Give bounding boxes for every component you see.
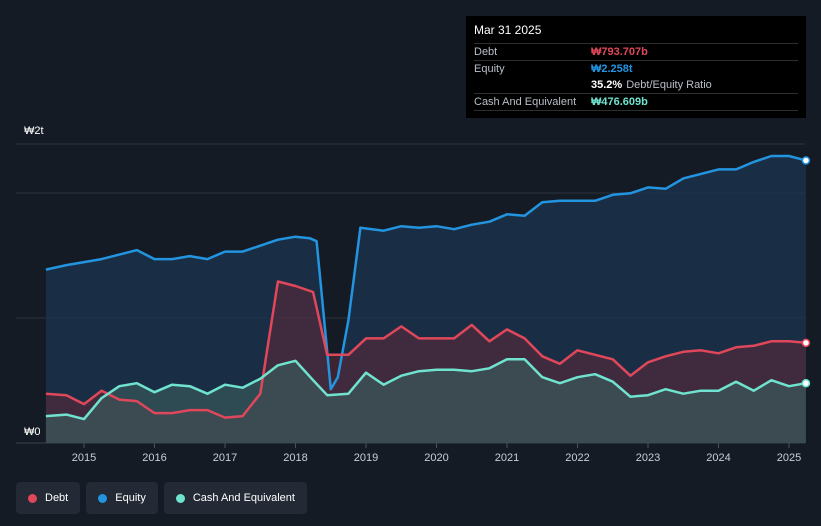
tooltip-debt-row: Debt ₩793.707b (474, 43, 798, 60)
equity-dot-icon (98, 493, 108, 503)
equity-line (45, 154, 807, 391)
equity-end-marker (801, 156, 811, 165)
legend-label-equity: Equity (115, 492, 146, 504)
debt-line (45, 280, 807, 419)
tooltip-cash-value: ₩476.609b (591, 96, 648, 108)
tooltip-equity-label: Equity (474, 63, 505, 75)
tooltip-date: Mar 31 2025 (474, 23, 542, 37)
tooltip-ratio-label: Debt/Equity Ratio (626, 79, 712, 91)
tooltip-debt-value: ₩793.707b (591, 46, 648, 58)
legend: Debt Equity Cash And Equivalent (16, 482, 307, 514)
tooltip-ratio-row: 35.2% Debt/Equity Ratio (474, 77, 798, 93)
chart-lines (45, 154, 807, 421)
tooltip-cash-row: Cash And Equivalent ₩476.609b (474, 93, 798, 111)
cash-line (45, 358, 807, 421)
debt-end-marker (801, 338, 811, 348)
legend-label-debt: Debt (45, 492, 69, 504)
tooltip-panel: Mar 31 2025 Debt ₩793.707b Equity ₩2.258… (466, 16, 806, 118)
x-tick-label: 2020 (424, 452, 448, 464)
debt-dot-icon (28, 493, 37, 503)
cash-area (45, 359, 806, 443)
legend-item-cash[interactable]: Cash And Equivalent (163, 482, 307, 514)
x-tick-label: 2018 (283, 452, 307, 464)
y-axis-top-label: ₩2t (24, 125, 44, 137)
legend-item-equity[interactable]: Equity (86, 482, 158, 514)
legend-item-debt[interactable]: Debt (16, 482, 81, 514)
x-tick-label: 2019 (354, 452, 378, 464)
x-tick-label: 2025 (777, 452, 801, 464)
legend-label-cash: Cash And Equivalent (192, 492, 295, 504)
tooltip-equity-row: Equity ₩2.258t (474, 60, 798, 77)
x-tick-label: 2022 (565, 452, 589, 464)
x-tick-label: 2021 (495, 452, 519, 464)
x-axis-ticks: 2015 2016 2017 2018 2019 2020 2021 2022 2023 2024… (72, 443, 801, 464)
x-tick-label: 2023 (636, 452, 660, 464)
x-tick-label: 2017 (213, 452, 237, 464)
x-tick-label: 2016 (142, 452, 166, 464)
y-axis-bottom-label: ₩0 (24, 426, 41, 438)
tooltip-debt-label: Debt (474, 46, 498, 58)
cash-dot-icon (175, 493, 185, 503)
end-markers (801, 156, 811, 388)
x-tick-label: 2015 (72, 452, 96, 464)
tooltip-equity-value: ₩2.258t (591, 63, 633, 75)
x-tick-label: 2024 (706, 452, 730, 464)
tooltip-cash-label: Cash And Equivalent (474, 96, 577, 108)
chart-areas (45, 156, 806, 443)
cash-end-marker (801, 378, 811, 388)
tooltip-ratio-value: 35.2% (591, 79, 623, 91)
